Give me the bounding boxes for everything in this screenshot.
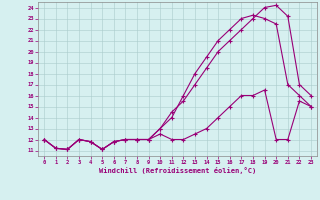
X-axis label: Windchill (Refroidissement éolien,°C): Windchill (Refroidissement éolien,°C) xyxy=(99,167,256,174)
